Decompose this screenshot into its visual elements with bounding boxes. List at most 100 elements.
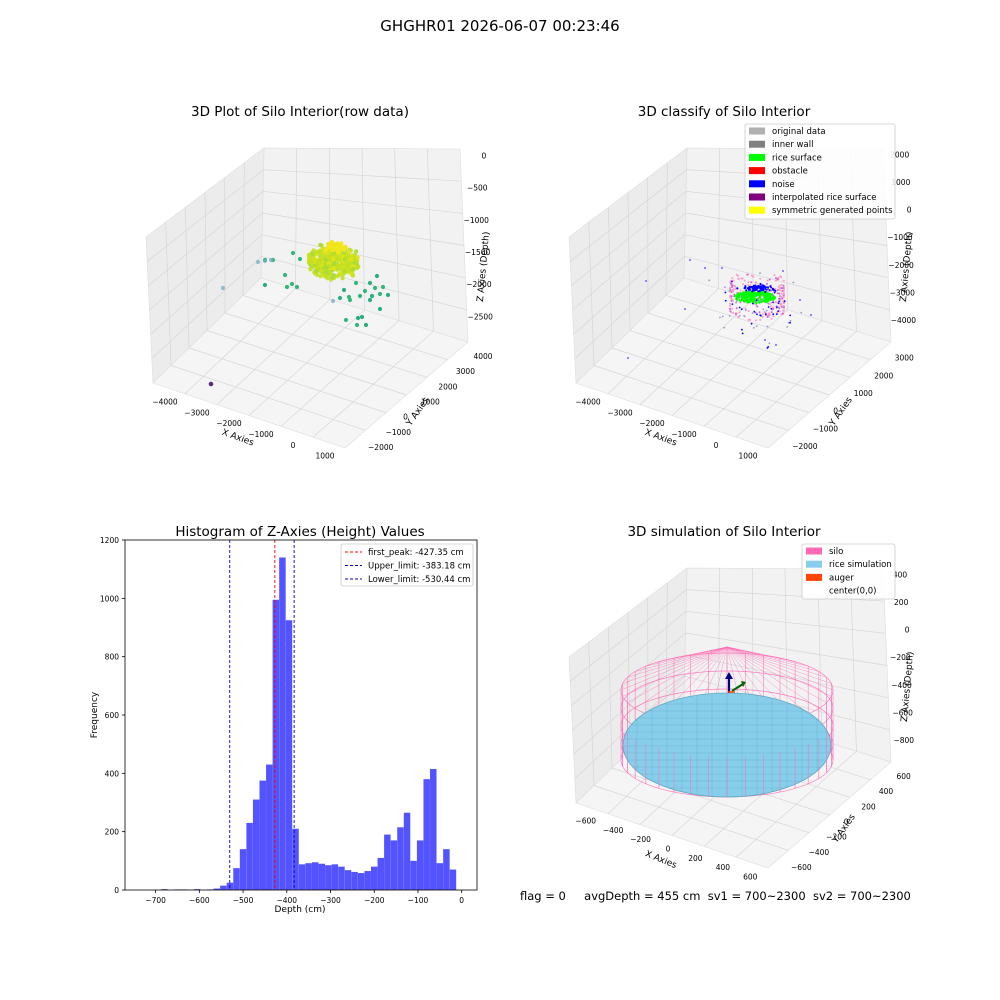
data-point	[777, 286, 780, 288]
data-point	[320, 269, 325, 275]
histogram-bar	[305, 863, 312, 890]
y-tick-label: 600	[105, 711, 120, 720]
histogram-bar	[416, 840, 424, 890]
histogram-bar	[338, 866, 345, 890]
histogram-bar	[318, 863, 325, 890]
data-point	[800, 311, 803, 314]
data-point	[782, 279, 785, 282]
data-point	[750, 281, 753, 284]
data-point	[754, 281, 757, 284]
data-point	[750, 295, 754, 299]
grid-line	[263, 169, 462, 182]
data-point	[745, 289, 748, 292]
data-point	[759, 291, 763, 294]
arrow-head	[741, 681, 746, 687]
data-point	[268, 257, 274, 263]
x-tick-label: −500	[233, 896, 254, 905]
legend-frame	[801, 543, 896, 600]
data-point	[330, 298, 336, 304]
data-point	[741, 332, 744, 335]
grid-line	[665, 295, 871, 361]
histogram-bar	[410, 860, 417, 890]
data-point	[778, 284, 781, 287]
panel-classify-3d: 3D classify of Silo Interior X Axies Y A…	[568, 104, 916, 461]
data-point	[338, 244, 344, 249]
data-point	[708, 279, 711, 282]
data-point	[763, 293, 766, 296]
histogram-bar	[377, 857, 385, 890]
data-point	[766, 282, 768, 285]
silo-wire	[690, 646, 728, 656]
data-point	[740, 277, 743, 280]
arrow-head	[725, 672, 733, 679]
legend-swatch	[806, 560, 822, 568]
legend-swatch	[749, 180, 765, 188]
data-point	[783, 300, 786, 302]
data-point	[328, 271, 333, 276]
data-point	[755, 325, 758, 327]
data-point	[734, 288, 737, 290]
data-point	[752, 286, 755, 289]
histogram-bar	[213, 888, 221, 890]
data-point	[754, 300, 757, 303]
data-point	[738, 311, 741, 314]
data-point	[341, 287, 347, 293]
data-point	[764, 290, 767, 293]
data-point	[735, 297, 738, 301]
data-point	[730, 295, 733, 298]
data-point	[773, 274, 776, 277]
y-tick-label: 0	[844, 818, 849, 827]
z-tick-label: −1000	[887, 233, 913, 242]
data-point	[770, 317, 773, 320]
data-point	[748, 286, 751, 289]
histogram-bar	[449, 869, 457, 890]
data-point	[774, 289, 777, 292]
data-point	[729, 308, 731, 311]
data-point	[747, 284, 750, 286]
data-point	[723, 326, 726, 329]
data-point	[314, 249, 320, 254]
y-tick-label: 1000	[100, 594, 119, 603]
data-point	[738, 299, 741, 302]
data-point	[755, 292, 758, 295]
data-point	[777, 310, 780, 312]
z-tick-label: −2000	[466, 280, 492, 289]
data-point	[783, 309, 785, 312]
data-point	[774, 301, 777, 304]
panel-histogram: Histogram of Z-Axies (Height) Values Dep…	[90, 524, 478, 915]
data-point	[754, 288, 757, 291]
data-point	[742, 291, 745, 294]
data-point	[754, 319, 757, 322]
data-point	[779, 289, 782, 292]
legend-label: inner wall	[772, 140, 813, 150]
data-point	[331, 257, 336, 262]
histogram-bar	[325, 865, 332, 890]
legend-swatch	[806, 547, 822, 555]
data-point	[735, 301, 737, 304]
data-point	[757, 284, 760, 288]
legend-swatch	[749, 193, 765, 201]
data-point	[255, 259, 261, 265]
data-point	[314, 259, 320, 264]
data-point	[749, 300, 752, 303]
data-point	[772, 307, 775, 310]
data-point	[743, 299, 746, 303]
legend-label: rice simulation	[829, 560, 892, 570]
silo-wire	[726, 646, 832, 684]
data-point	[345, 259, 350, 264]
data-point	[751, 274, 753, 277]
legend-label: rice surface	[772, 153, 822, 163]
data-point	[781, 305, 783, 308]
data-point	[333, 246, 339, 252]
z-tick-label: −2000	[888, 261, 914, 270]
data-point	[343, 317, 349, 323]
data-point	[730, 311, 733, 314]
data-point	[778, 292, 781, 295]
silo-wire	[627, 646, 728, 703]
data-point	[772, 313, 775, 316]
histogram-bar	[252, 799, 260, 890]
data-point	[340, 276, 345, 281]
data-point	[768, 278, 771, 281]
data-point	[362, 288, 368, 294]
histogram-bar	[292, 828, 299, 890]
